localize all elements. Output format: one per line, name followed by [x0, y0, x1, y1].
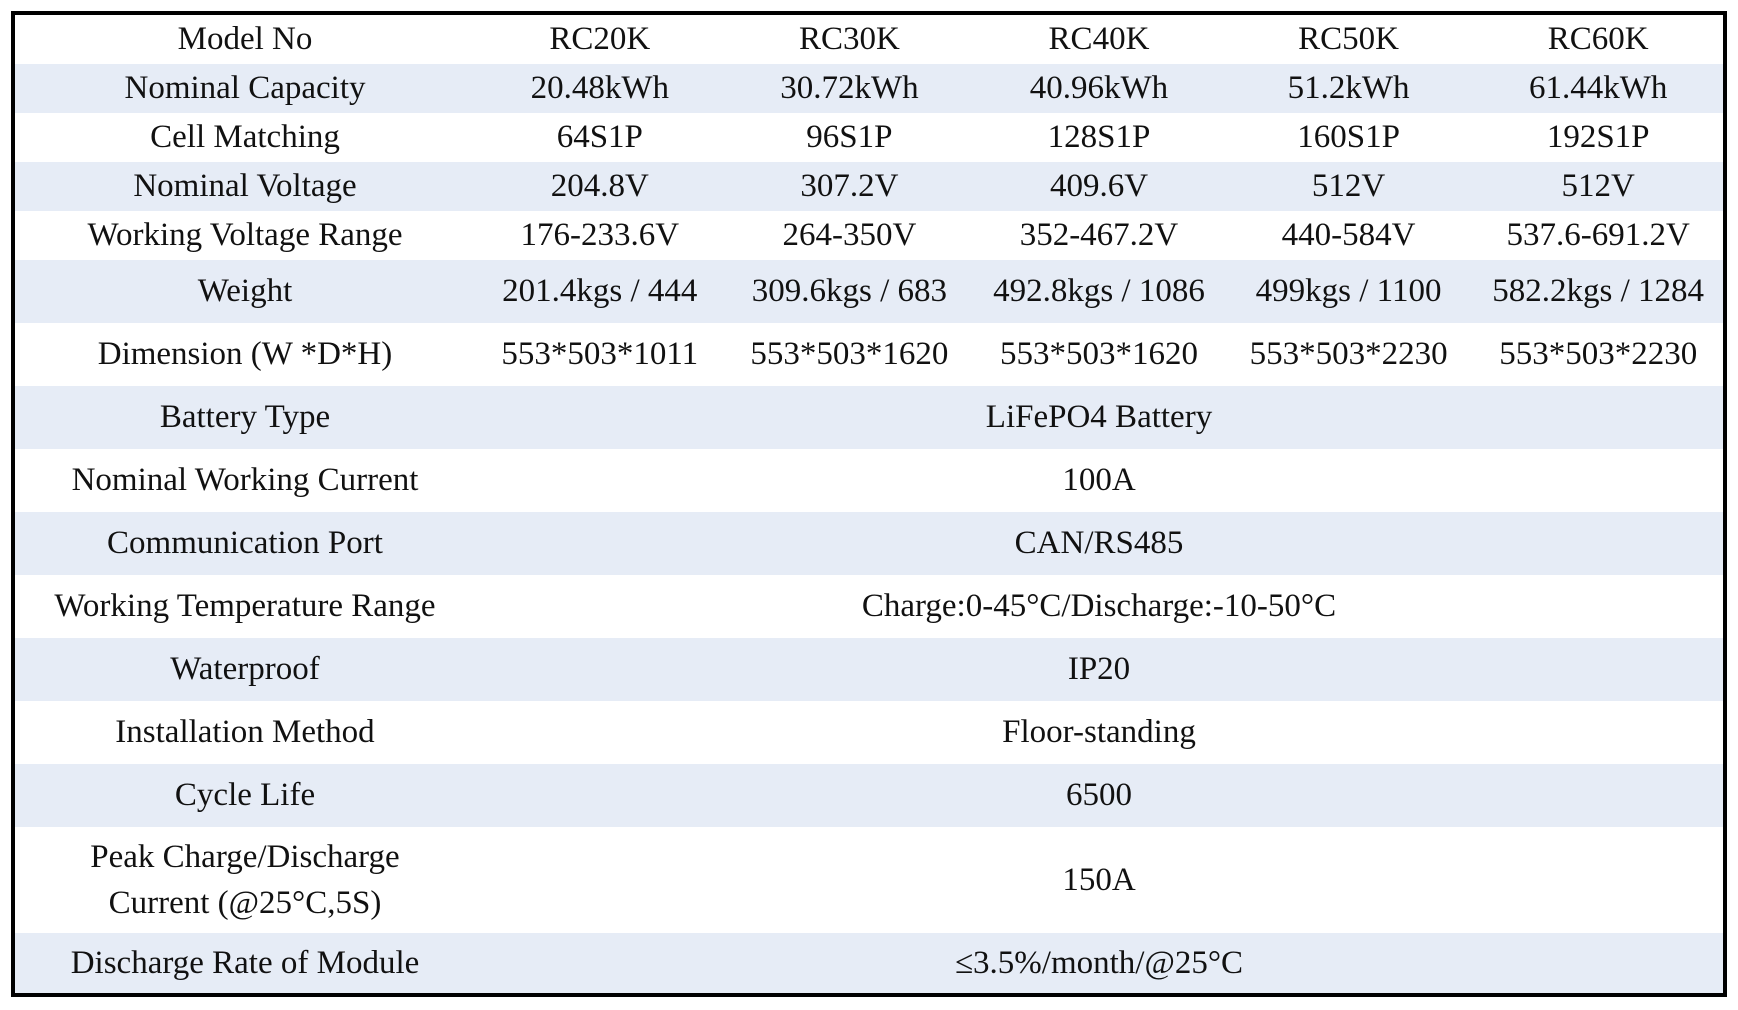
cell: RC40K	[1048, 21, 1150, 57]
cell: 553*503*2230	[1499, 336, 1698, 372]
cell: 61.44kWh	[1473, 64, 1723, 113]
cell: IP20	[475, 638, 1723, 701]
row-label: Discharge Rate of Module	[15, 933, 475, 993]
row-label: Cycle Life	[15, 764, 475, 827]
cell: Charge:0-45°C/Discharge:-10-50°C	[861, 588, 1337, 624]
table-row: Model No RC20K RC30K RC40K RC50K RC60K	[15, 15, 1723, 64]
cell: 553*503*1620	[750, 336, 949, 372]
cell: 40.96kWh	[974, 64, 1224, 113]
cell: 440-584V	[1281, 217, 1416, 253]
cell: 553*503*1011	[501, 336, 699, 372]
cell: ≤3.5%/month/@25°C	[475, 933, 1723, 993]
table-row: Nominal Capacity 20.48kWh 30.72kWh 40.96kWh…	[15, 64, 1723, 113]
cell: 6500	[475, 764, 1723, 827]
row-label: Battery Type	[15, 386, 475, 449]
cell: 264-350V	[782, 217, 917, 253]
table-row: Dimension (W *D*H) 553*503*1011 553*503*16…	[15, 323, 1723, 386]
cell: RC30K	[798, 21, 900, 57]
cell: Floor-standing	[1002, 714, 1196, 750]
cell: LiFePO4 Battery	[475, 386, 1723, 449]
spec-table: Model No RC20K RC30K RC40K RC50K RC60K Nominal…	[15, 15, 1723, 993]
cell: 352-467.2V	[1019, 217, 1179, 253]
cell: 582.2kgs / 1284	[1473, 260, 1723, 323]
cell: 553*503*1620	[999, 336, 1198, 372]
cell: 176-233.6V	[520, 217, 680, 253]
row-label: Nominal Working Current	[71, 462, 419, 498]
cell: 96S1P	[806, 119, 893, 155]
row-label: Waterproof	[15, 638, 475, 701]
row-label: Nominal Capacity	[15, 64, 475, 113]
cell: 64S1P	[556, 119, 643, 155]
cell: 160S1P	[1297, 119, 1400, 155]
table-row: Installation Method Floor-standing	[15, 701, 1723, 764]
cell: RC60K	[1547, 21, 1649, 57]
cell: 201.4kgs / 444	[475, 260, 725, 323]
row-label: Peak Charge/Discharge Current (@25°C,5S)	[90, 838, 400, 921]
cell: 100A	[1062, 462, 1136, 498]
cell: 192S1P	[1546, 119, 1650, 155]
spec-table-frame: Model No RC20K RC30K RC40K RC50K RC60K Nominal…	[11, 11, 1727, 997]
row-label: Cell Matching	[150, 119, 340, 155]
cell: RC50K	[1298, 21, 1399, 57]
row-label: Model No	[177, 21, 313, 57]
cell: 553*503*2230	[1249, 336, 1448, 372]
cell: 30.72kWh	[724, 64, 975, 113]
row-label: Nominal Voltage	[15, 162, 475, 211]
cell: 20.48kWh	[475, 64, 725, 113]
table-row: Battery Type LiFePO4 Battery	[15, 386, 1723, 449]
table-row: Weight 201.4kgs / 444 309.6kgs / 683 492.8k…	[15, 260, 1723, 323]
cell: RC20K	[549, 21, 651, 57]
row-label: Communication Port	[15, 512, 475, 575]
cell: 204.8V	[475, 162, 725, 211]
row-label: Dimension (W *D*H)	[97, 336, 393, 372]
table-row: Working Temperature Range Charge:0-45°C/D…	[15, 575, 1723, 638]
row-label: Installation Method	[115, 714, 375, 750]
table-row: Waterproof IP20	[15, 638, 1723, 701]
cell: 309.6kgs / 683	[724, 260, 975, 323]
table-row: Cycle Life 6500	[15, 764, 1723, 827]
row-label: Working Voltage Range	[87, 217, 403, 253]
cell: 128S1P	[1047, 119, 1151, 155]
cell: 409.6V	[974, 162, 1224, 211]
row-label: Working Temperature Range	[54, 588, 436, 624]
table-row: Peak Charge/Discharge Current (@25°C,5S)…	[15, 827, 1723, 933]
table-row: Nominal Working Current 100A	[15, 449, 1723, 512]
cell: 307.2V	[724, 162, 975, 211]
cell: 492.8kgs / 1086	[974, 260, 1224, 323]
cell: 150A	[1062, 861, 1136, 898]
table-row: Discharge Rate of Module ≤3.5%/month/@25°…	[15, 933, 1723, 993]
table-row: Communication Port CAN/RS485	[15, 512, 1723, 575]
cell: 512V	[1223, 162, 1474, 211]
table-row: Cell Matching 64S1P 96S1P 128S1P 160S1P 192S1…	[15, 113, 1723, 162]
row-label: Weight	[15, 260, 475, 323]
table-row: Working Voltage Range 176-233.6V 264-350V 3…	[15, 211, 1723, 260]
cell: CAN/RS485	[475, 512, 1723, 575]
cell: 499kgs / 1100	[1223, 260, 1474, 323]
cell: 51.2kWh	[1223, 64, 1474, 113]
cell: 512V	[1473, 162, 1723, 211]
table-row: Nominal Voltage 204.8V 307.2V 409.6V 512V 512…	[15, 162, 1723, 211]
cell: 537.6-691.2V	[1506, 217, 1690, 253]
